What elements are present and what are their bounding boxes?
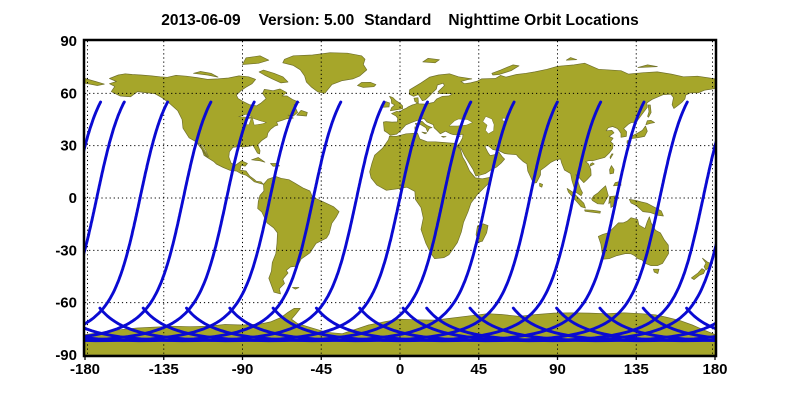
x-tick-label: -180: [70, 361, 100, 378]
y-tick-label: -30: [55, 242, 77, 259]
land-iceland: [357, 81, 377, 88]
y-tick-label: 0: [69, 190, 77, 207]
land-eurasia: [383, 62, 716, 197]
orbit-track: [685, 306, 716, 331]
land-java: [584, 209, 601, 214]
land-newfoundland: [296, 109, 308, 117]
land-corsica: [415, 122, 417, 126]
land-baja-california: [194, 140, 209, 158]
x-tick-label: 45: [470, 361, 487, 378]
land-italy: [417, 120, 433, 133]
lake-lakes-huron-erie-ontario: [252, 117, 268, 126]
x-tick-label: -135: [149, 361, 179, 378]
land-great-britain: [389, 95, 403, 112]
land-honshu: [628, 125, 648, 140]
y-tick-label: -90: [55, 347, 77, 364]
orbit-track: [401, 136, 716, 343]
x-tick-label: 180: [702, 361, 727, 378]
land-hainan: [590, 162, 595, 167]
land-cuba: [251, 157, 266, 163]
x-tick-label: -90: [232, 361, 254, 378]
title-date: 2013-06-09: [161, 12, 241, 29]
land-north-america: [109, 73, 300, 185]
x-tick-label: -45: [310, 361, 332, 378]
x-tick-label: 0: [396, 361, 404, 378]
land-baffin-island: [258, 69, 289, 84]
land-nz-south: [691, 268, 706, 280]
land-greenland: [282, 52, 368, 94]
land-victoria-island: [193, 71, 219, 78]
land-taiwan: [609, 153, 614, 159]
land-svalbard: [422, 58, 440, 64]
x-tick-label: 135: [624, 361, 649, 378]
x-tick-label: 90: [549, 361, 566, 378]
y-tick-label: -60: [55, 295, 77, 312]
land-falklands: [292, 287, 300, 290]
orbit-track: [84, 100, 103, 156]
land-tasmania: [653, 268, 660, 274]
plot-area: [84, 41, 716, 356]
land-sicily: [421, 131, 428, 135]
land-crete: [441, 136, 447, 138]
lake-gulf-of-california: [200, 143, 209, 158]
land-hokkaido: [645, 120, 655, 126]
orbit-track: [84, 100, 213, 339]
land-south-america: [257, 176, 340, 295]
land-new-siberian-islands: [637, 64, 658, 68]
orbit-track: [84, 100, 170, 326]
title-mode: Standard: [364, 12, 432, 29]
land-ellesmere-island: [242, 55, 270, 65]
title-name: Nighttime Orbit Locations: [448, 12, 639, 29]
land-novaya-zemlya: [491, 64, 520, 76]
land-sakhalin: [647, 104, 652, 118]
y-tick-label: 60: [60, 85, 77, 102]
lake-caspian-sea: [482, 116, 495, 135]
land-australia: [597, 216, 669, 267]
orbit-track: [641, 306, 716, 340]
land-borneo: [591, 185, 609, 205]
land-severnaya-zemlya: [565, 57, 578, 61]
y-tick-label: 90: [60, 33, 77, 50]
plot-title: 2013-06-09 Version: 5.00 Standard Nightt…: [0, 12, 800, 30]
title-version: Version: 5.00: [258, 12, 355, 29]
y-tick-label: 30: [60, 138, 77, 155]
land-sri-lanka: [539, 182, 543, 188]
land-luzon: [609, 165, 615, 175]
